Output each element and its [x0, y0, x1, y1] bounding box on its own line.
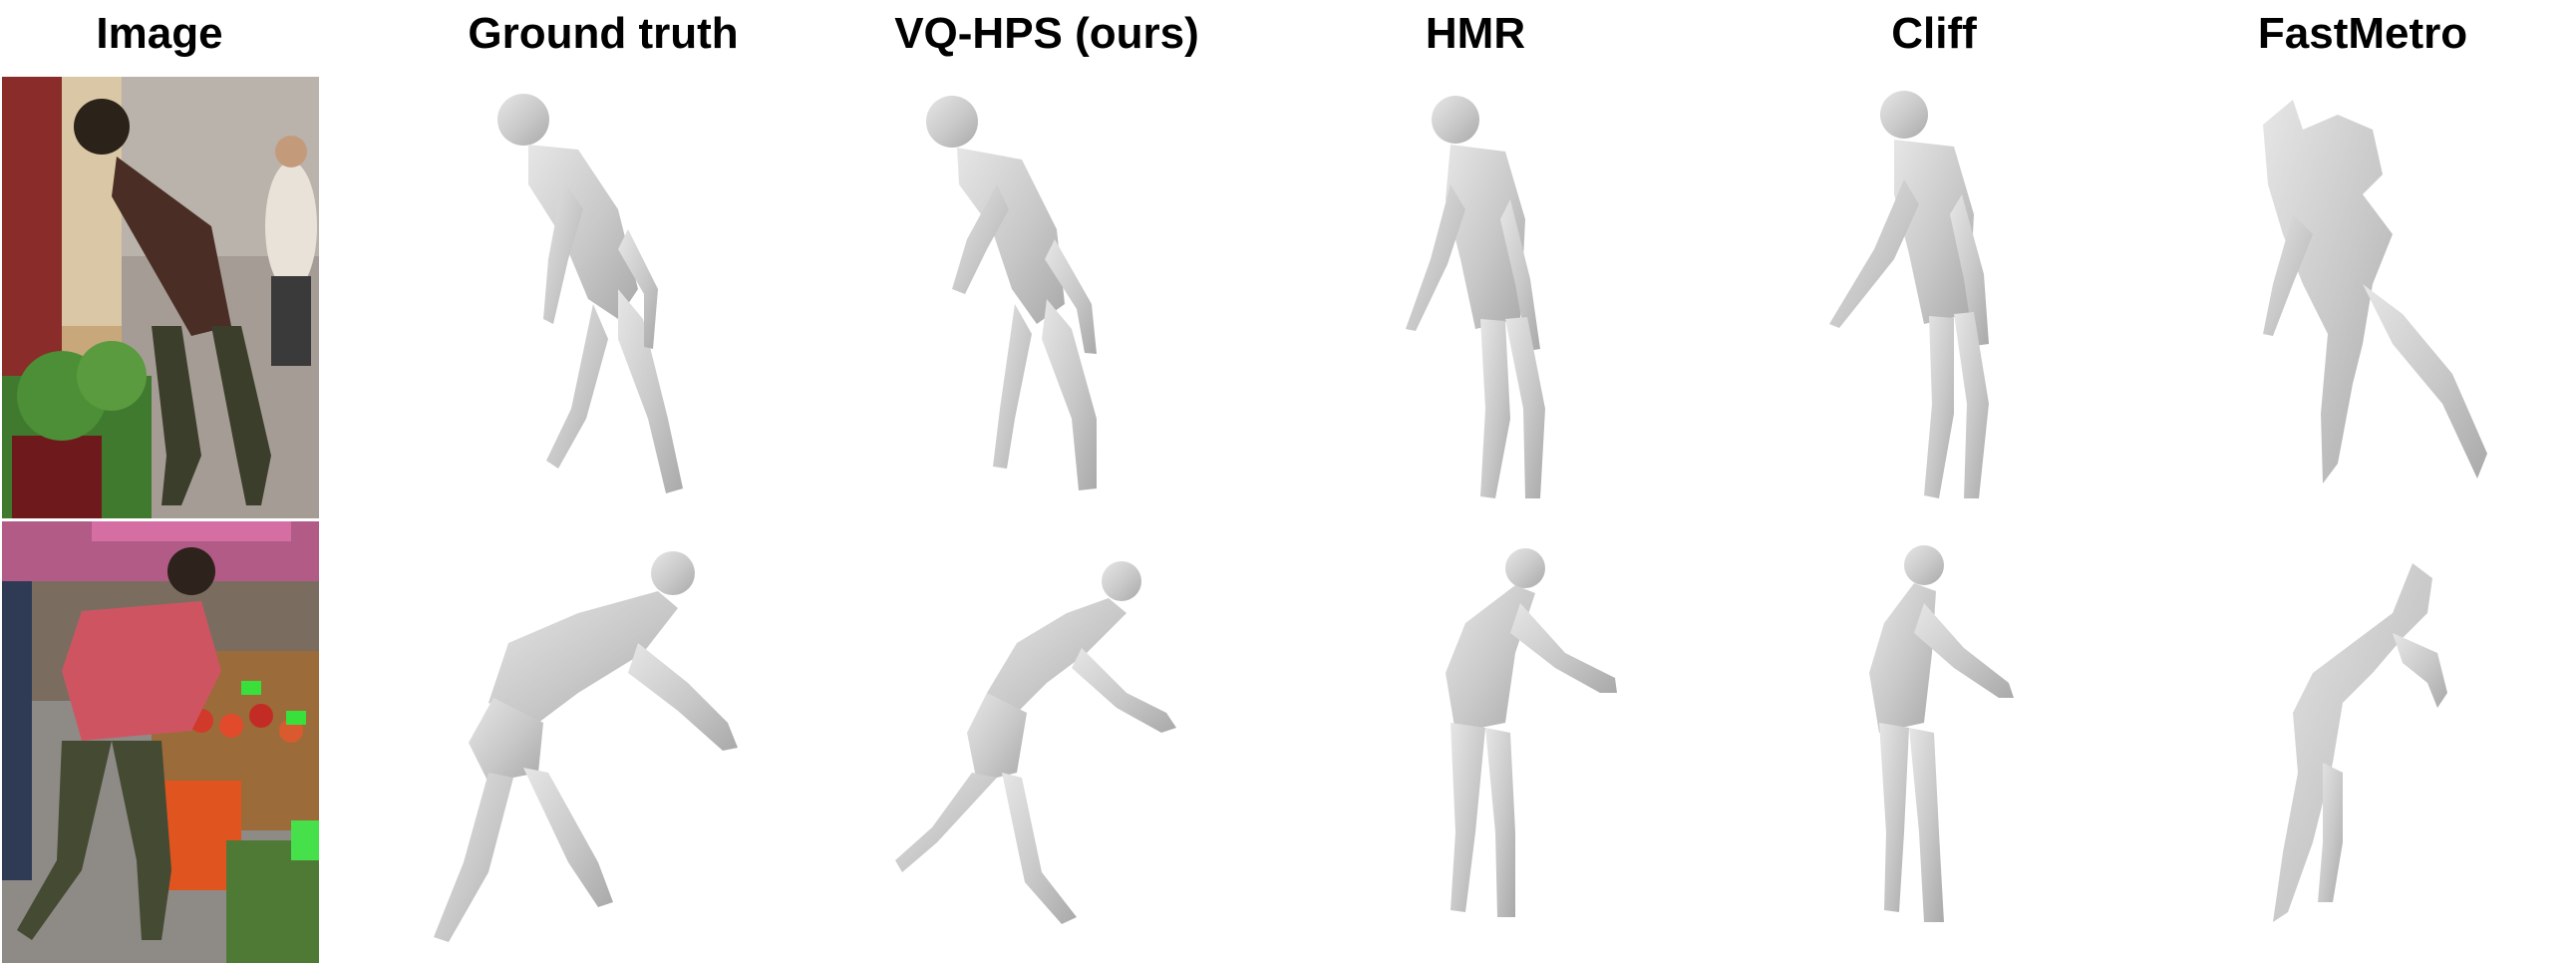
column-header-cliff: Cliff — [1891, 9, 1977, 58]
mesh-ground-truth-row1 — [469, 90, 728, 508]
mesh-vq-hps-row2 — [877, 543, 1196, 962]
column-header-ground-truth: Ground truth — [468, 9, 739, 58]
mesh-hmr-row2 — [1386, 533, 1635, 952]
mesh-cliff-row2 — [1824, 533, 2044, 952]
mesh-ground-truth-row2 — [429, 533, 748, 952]
mesh-fastmetro-row2 — [2243, 543, 2472, 962]
mesh-hmr-row1 — [1396, 90, 1615, 508]
column-header-hmr: HMR — [1425, 9, 1526, 58]
mesh-vq-hps-row1 — [897, 90, 1156, 508]
column-header-fastmetro: FastMetro — [2257, 9, 2468, 58]
mesh-cliff-row1 — [1824, 85, 2044, 513]
input-photo-row1 — [2, 77, 319, 518]
input-photo-row2 — [2, 521, 319, 963]
mesh-fastmetro-row1 — [2243, 85, 2512, 513]
column-header-vq-hps: VQ-HPS (ours) — [894, 9, 1199, 58]
column-header-image: Image — [96, 9, 223, 58]
